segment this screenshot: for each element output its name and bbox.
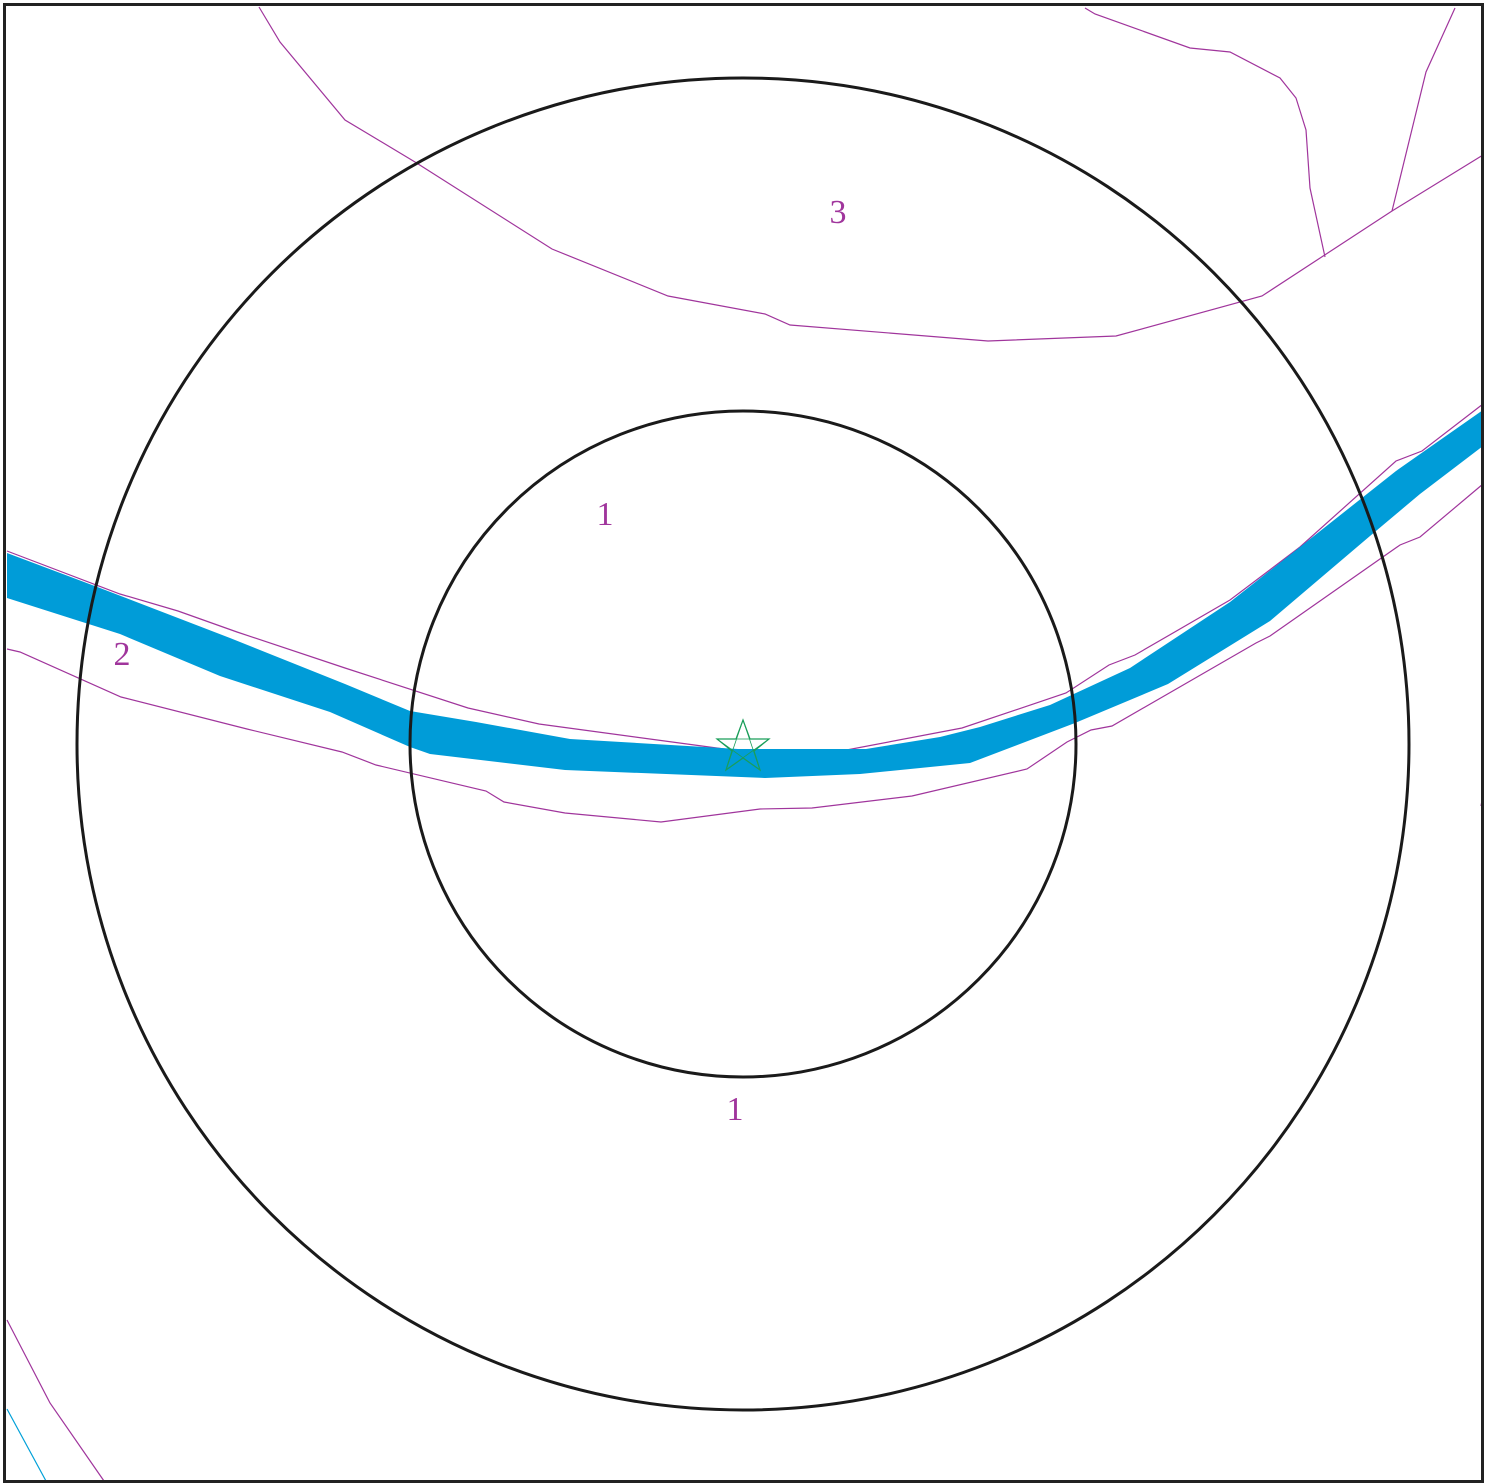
buffer-rings	[75, 76, 1411, 1412]
zone-boundary-line	[1084, 7, 1326, 258]
zone-boundary-line	[6, 1319, 105, 1482]
zone-boundaries	[6, 6, 1484, 1482]
inner-buffer-ring	[408, 409, 1078, 1079]
zone-boundary-line	[1391, 7, 1456, 212]
zone-boundary-line	[6, 483, 1484, 823]
map-frame	[3, 3, 1484, 1483]
river	[7, 410, 1483, 778]
star-icon-inner	[715, 718, 771, 772]
zone-label-1-upper: 1	[597, 496, 614, 533]
zone-label-1-lower: 1	[727, 1091, 744, 1128]
stream	[6, 1408, 47, 1482]
zone-label-2: 2	[114, 636, 131, 673]
zone-label-3: 3	[830, 194, 847, 231]
outer-buffer-ring	[75, 76, 1411, 1412]
zone-boundary-line	[258, 6, 1484, 342]
